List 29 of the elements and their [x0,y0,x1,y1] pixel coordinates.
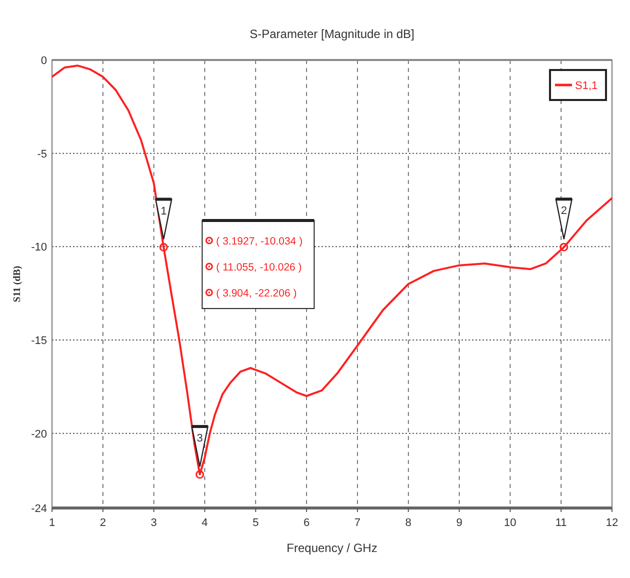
y-tick-label: -20 [31,428,47,440]
x-tick-label: 1 [48,517,56,529]
x-tick-label: 2 [100,517,106,529]
x-tick-label: 8 [405,517,412,529]
x-tick-label: 12 [606,517,618,529]
x-tick-label: 5 [252,517,259,529]
chart-title: S-Parameter [Magnitude in dB] [250,27,414,41]
legend-label: S1,1 [575,80,598,92]
y-tick-label: 0 [40,55,47,67]
x-tick-label: 9 [456,517,462,529]
x-tick-label: 10 [504,517,516,529]
y-axis-title: S11 (dB) [12,266,23,302]
annotation: ( 3.1927, -10.034 ) [216,236,303,248]
x-axis-title: Frequency / GHz [286,541,378,555]
annotation: 1 [160,205,167,218]
y-tick-label: -24 [31,503,47,515]
x-tick-label: 3 [150,517,157,529]
annotation: ( 3.904, -22.206 ) [216,288,297,300]
readout-box: ( 3.1927, -10.034 ) ( 11.055, -10.026 ) ( 3.904, -22.206 ) [202,219,315,310]
y-tick-label: -15 [31,335,47,347]
annotation: 3 [196,432,203,445]
annotation: ( 11.055, -10.026 ) [216,262,302,274]
x-tick-label: 4 [202,517,208,529]
annotation: 2 [560,205,567,218]
x-tick-label: 7 [354,517,361,529]
x-tick-label: 11 [555,517,567,529]
x-tick-label: 6 [303,517,310,529]
y-tick-label: -10 [31,242,47,254]
y-tick-label: -5 [37,148,47,160]
